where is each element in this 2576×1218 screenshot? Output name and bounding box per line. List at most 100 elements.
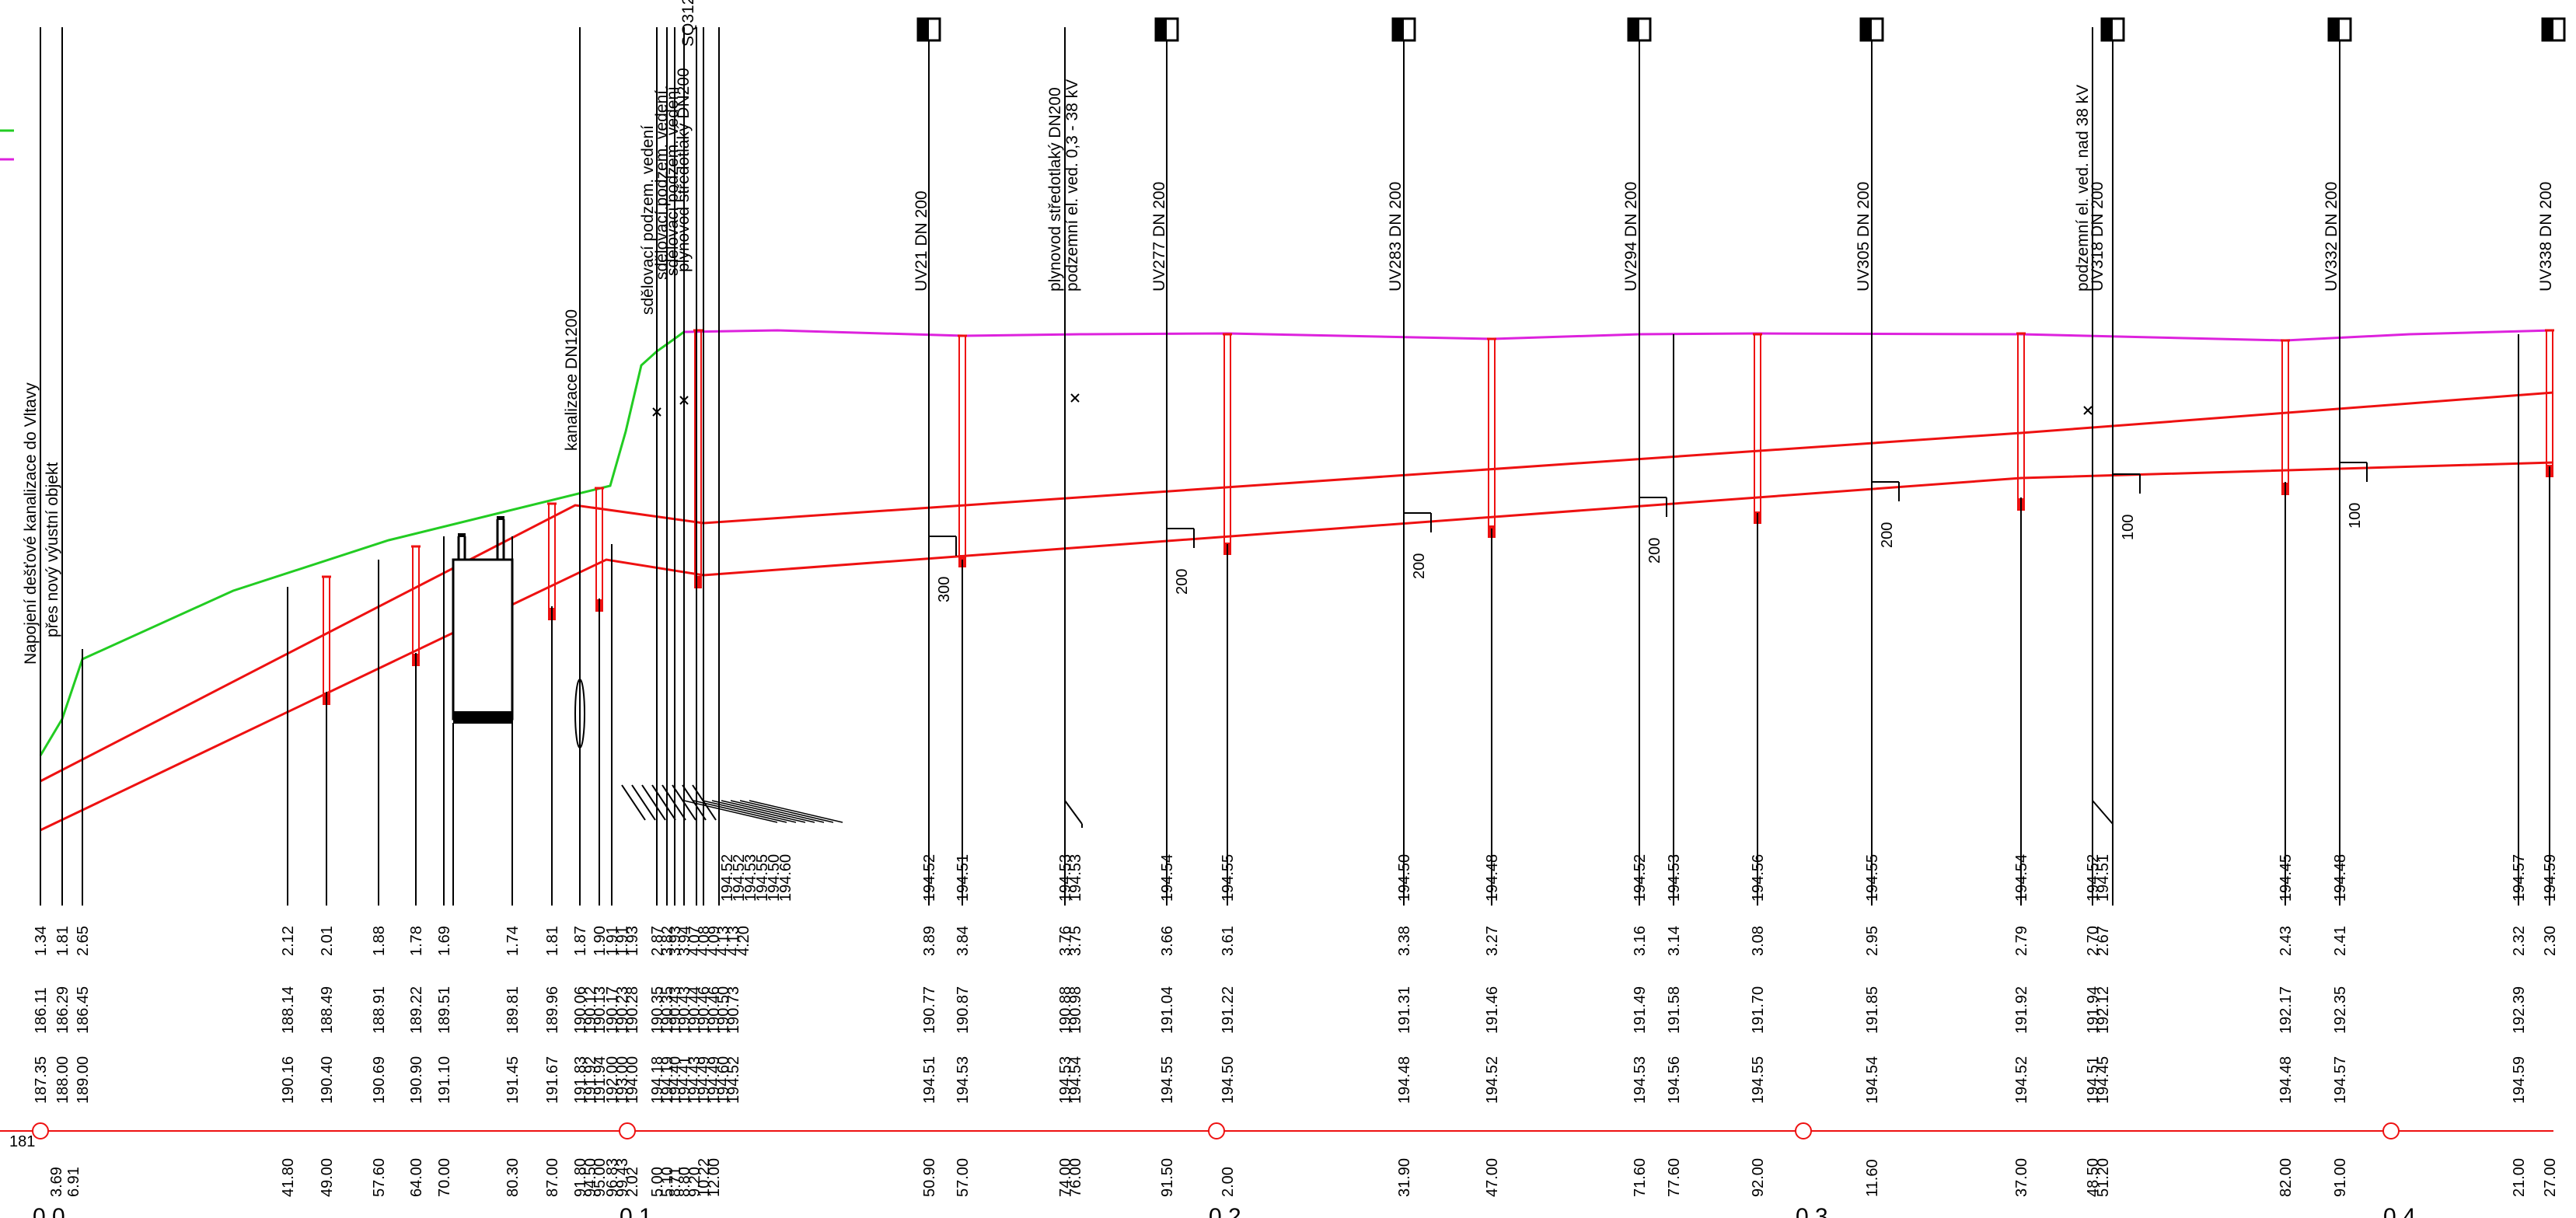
table-value-g: 41.80 — [280, 1158, 297, 1197]
table-value-c: 1.81 — [544, 926, 561, 956]
table-value-d: 190.06 — [572, 986, 589, 1034]
drawing-text: 300 200 200 200 200 100 100 181 0.0 0.1 0.2 0.3 0.4 1… — [9, 0, 2559, 1218]
fan-line — [641, 784, 666, 821]
table-value-g: 70.00 — [436, 1158, 453, 1197]
table-value-e: 194.43 — [686, 1056, 703, 1104]
table-value-e: 194.52 — [725, 1056, 742, 1104]
table-value-e: 194.48 — [2278, 1056, 2295, 1104]
table-value-g: 2.02 — [624, 1167, 641, 1197]
table-value-d: 189.96 — [544, 986, 561, 1034]
table-value-e: 194.50 — [1220, 1056, 1237, 1104]
table-value-g: 71.60 — [1632, 1158, 1649, 1197]
table-value-b: 194.57 — [2511, 854, 2528, 902]
table-value-d: 190.44 — [686, 986, 703, 1034]
table-value-d: 191.92 — [2013, 986, 2030, 1034]
pipe-bottom-line — [40, 461, 2554, 832]
pipe-dimension-label: 200 — [1411, 553, 1428, 579]
table-value-b: 194.50 — [1396, 854, 1413, 902]
table-value-e: 194.19 — [659, 1056, 676, 1104]
annotation-sdel1: sdělovací podzem. vedení — [639, 125, 657, 315]
fan-line — [702, 800, 797, 823]
table-value-g: 50.90 — [921, 1158, 938, 1197]
table-value-e: 194.49 — [696, 1056, 713, 1104]
table-value-c: 2.01 — [319, 926, 336, 956]
table-value-c: 2.70 — [2085, 926, 2102, 956]
table-value-b: 194.60 — [777, 854, 794, 902]
station-circle-marker — [1208, 1122, 1225, 1139]
table-value-c: 4.20 — [735, 926, 752, 956]
annotation-sq: SQ312 — [679, 0, 697, 47]
kink — [2092, 800, 2114, 825]
table-value-g: 21.00 — [2511, 1158, 2528, 1197]
table-value-c: 1.91 — [614, 926, 631, 956]
station-label: 0.2 — [1209, 1204, 1241, 1218]
table-value-d: 189.22 — [408, 986, 425, 1034]
table-value-e: 193.00 — [614, 1056, 631, 1104]
annotation-uv294: UV294 DN 200 — [1622, 182, 1640, 291]
fan-line — [749, 800, 843, 823]
design-surface-line — [683, 329, 2554, 342]
table-value-d: 190.17 — [604, 986, 621, 1034]
table-value-d: 190.43 — [676, 986, 693, 1034]
table-value-c: 3.94 — [676, 926, 693, 956]
table-value-e: 191.67 — [544, 1056, 561, 1104]
hydrant-flag-fill — [2102, 19, 2113, 40]
table-value-c: 3.08 — [1750, 926, 1767, 956]
vent-cap — [458, 533, 466, 537]
station-circle-marker — [32, 1122, 49, 1139]
table-value-g: 2.00 — [1220, 1167, 1237, 1197]
annotation-napojeni: Napojení dešťové kanalizace do Vltavy — [22, 382, 40, 665]
fan-line — [693, 800, 787, 823]
table-value-g: 80.30 — [504, 1158, 522, 1197]
terrain-line — [39, 330, 685, 756]
fan-line — [621, 784, 646, 821]
table-value-d: 188.49 — [319, 986, 336, 1034]
station-circle-marker — [619, 1122, 636, 1139]
table-value-e: 194.49 — [706, 1056, 723, 1104]
table-value-e: 194.18 — [649, 1056, 666, 1104]
table-value-c: 1.91 — [604, 926, 621, 956]
annotation-sdel3: sdělovací podzem. vedení — [664, 86, 682, 276]
pipe-dimension-label: 200 — [1879, 522, 1896, 548]
fan-line — [721, 800, 815, 823]
table-value-c: 3.76 — [1057, 926, 1074, 956]
table-value-e: 194.52 — [2013, 1056, 2030, 1104]
table-value-e: 194.53 — [1632, 1056, 1649, 1104]
cross-mark — [679, 396, 689, 405]
table-value-c: 2.65 — [75, 926, 92, 956]
fan-line — [672, 784, 696, 821]
table-value-e: 191.92 — [582, 1056, 599, 1104]
table-value-c: 1.87 — [572, 926, 589, 956]
table-value-c: 3.82 — [659, 926, 676, 956]
table-value-d: 190.73 — [725, 986, 742, 1034]
table-value-d: 188.14 — [280, 986, 297, 1034]
cross-mark — [2083, 406, 2093, 415]
table-value-c: 3.16 — [1632, 926, 1649, 956]
annotation-podz1: podzemní el. ved. 0,3 - 38 kV — [1063, 79, 1081, 291]
table-value-c: 3.93 — [667, 926, 684, 956]
table-value-c: 4.13 — [725, 926, 742, 956]
annotation-uv305: UV305 DN 200 — [1855, 182, 1873, 291]
table-value-c: 3.61 — [1220, 926, 1237, 956]
table-value-d: 190.28 — [624, 986, 641, 1034]
table-value-g: 99.43 — [614, 1158, 631, 1197]
table-value-d: 190.46 — [696, 986, 713, 1034]
kink — [1064, 800, 1083, 825]
table-value-g: 91.50 — [1159, 1158, 1176, 1197]
table-value-e: 194.59 — [2511, 1056, 2528, 1104]
hydrant-flag-fill — [1628, 19, 1639, 40]
table-value-e: 194.57 — [2332, 1056, 2349, 1104]
table-value-d: 190.46 — [706, 986, 723, 1034]
table-value-e: 190.90 — [408, 1056, 425, 1104]
table-value-b: 194.52 — [731, 854, 748, 902]
table-value-g: 87.00 — [544, 1158, 561, 1197]
table-value-b: 194.50 — [766, 854, 783, 902]
table-value-e: 194.00 — [624, 1056, 641, 1104]
table-value-c: 1.88 — [371, 926, 388, 956]
table-value-e: 191.45 — [504, 1056, 522, 1104]
table-value-d: 192.35 — [2332, 986, 2349, 1034]
fan-line — [651, 784, 676, 821]
table-value-d: 186.45 — [75, 986, 92, 1034]
table-value-b: 194.52 — [719, 854, 736, 902]
table-value-c: 3.89 — [921, 926, 938, 956]
